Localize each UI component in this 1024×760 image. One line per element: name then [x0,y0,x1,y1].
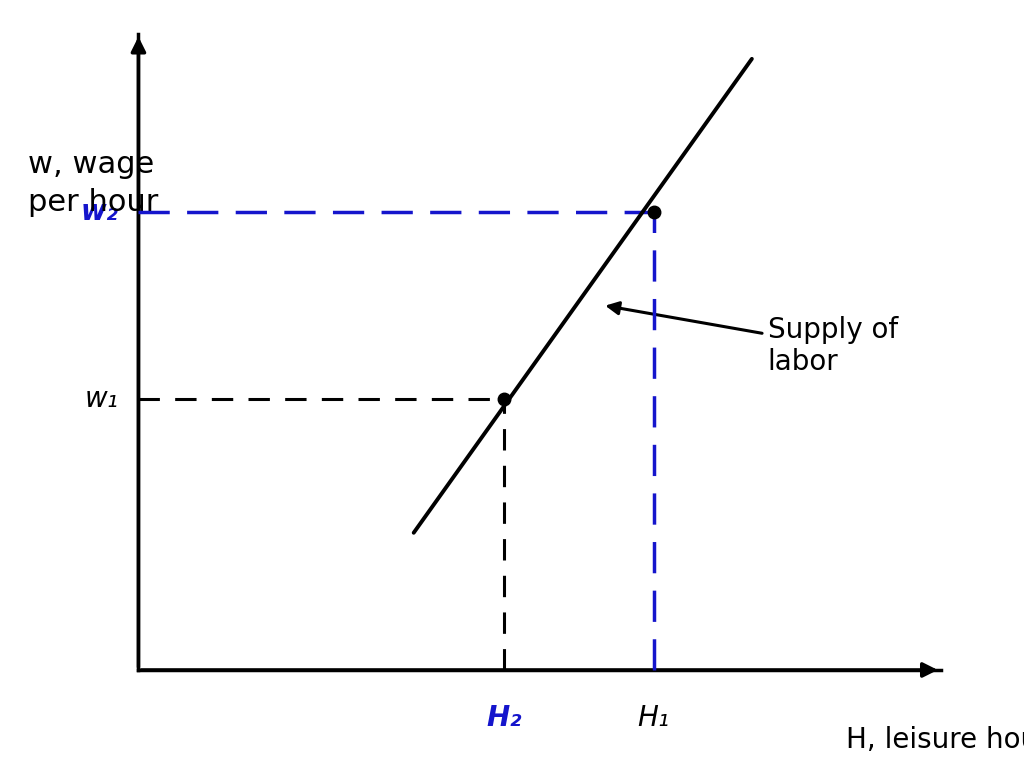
Text: H₁: H₁ [638,705,670,733]
Text: Supply of
labor: Supply of labor [608,302,898,376]
Text: w₁: w₁ [85,385,119,413]
Text: H₂: H₂ [486,705,522,733]
Text: w, wage
per hour: w, wage per hour [29,150,159,217]
Text: w₂: w₂ [81,198,119,226]
Text: H, leisure hours
per day: H, leisure hours per day [846,726,1024,760]
